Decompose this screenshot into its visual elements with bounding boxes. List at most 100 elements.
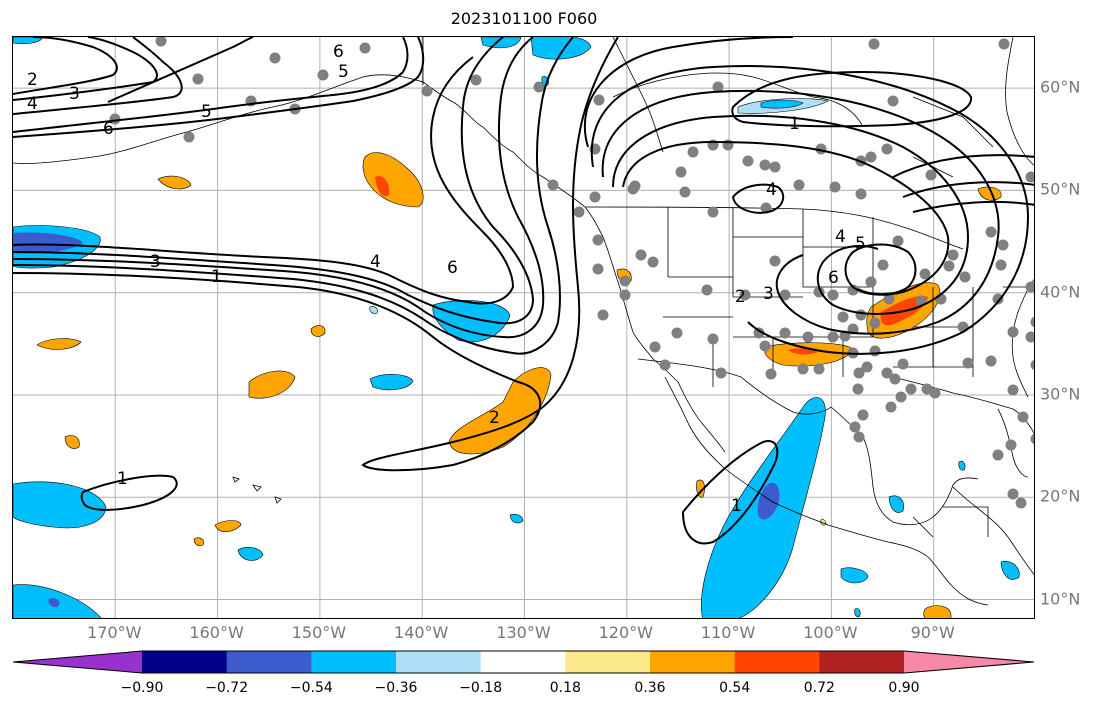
contour-label: 2 [489, 408, 500, 428]
station-marker [847, 284, 859, 296]
blue-area [369, 374, 414, 391]
contour-label: 2 [735, 287, 746, 307]
contour-line [13, 37, 535, 325]
colorbar-segment [311, 651, 397, 673]
contour-line [13, 37, 545, 339]
station-marker [869, 317, 881, 329]
station-marker [853, 367, 865, 379]
blue-area [480, 37, 522, 49]
border [612, 72, 864, 128]
station-marker [647, 256, 659, 268]
coastline [952, 486, 1034, 576]
latitude-tick-label: 50°N [1040, 179, 1081, 199]
station-marker [877, 259, 889, 271]
contour-label: 3 [150, 252, 161, 272]
station-marker [589, 191, 601, 203]
station-marker [857, 409, 869, 421]
coastline [677, 381, 726, 453]
station-marker [779, 289, 791, 301]
station-marker [619, 275, 631, 287]
colorbar-segment [819, 651, 905, 673]
station-marker [1025, 171, 1034, 183]
longitude-tick-label: 120°W [598, 623, 653, 642]
station-marker [943, 260, 955, 272]
station-marker [701, 284, 713, 296]
contour-line [622, 140, 950, 296]
station-marker [769, 161, 781, 173]
station-marker [962, 357, 974, 369]
colorbar-tick-label: 0.72 [803, 680, 835, 696]
contour-label: 6 [103, 119, 114, 139]
station-marker [192, 73, 204, 85]
orange-area [36, 338, 82, 350]
colorbar-tick-label: 0.18 [549, 680, 581, 696]
station-marker [881, 143, 893, 155]
station-marker [797, 363, 809, 375]
station-marker [592, 263, 604, 275]
station-marker [317, 69, 329, 81]
station-marker [1005, 439, 1017, 451]
contour-line [13, 37, 183, 115]
station-marker [753, 327, 765, 339]
blue-area [888, 495, 904, 513]
colorbar-extend-high [904, 651, 1034, 673]
colorbar-tick-label: 0.54 [719, 680, 751, 696]
contour-line [912, 200, 1034, 213]
border [637, 358, 832, 415]
station-marker [671, 327, 683, 339]
colorbar-extend-low [13, 651, 142, 673]
station-marker [992, 449, 1004, 461]
colorbar [12, 650, 1035, 674]
colorbar-tick-label: 0.90 [888, 680, 920, 696]
longitude-tick-label: 140°W [394, 623, 449, 642]
station-marker [827, 289, 839, 301]
latitude-tick-label: 10°N [1040, 589, 1081, 609]
station-marker [997, 239, 1009, 251]
colorbar-tick-label: −0.54 [289, 680, 333, 696]
map-panel: 2 3 4 5 6 6 5 3 1 4 6 2 1 1 1 4 4 5 6 2 … [12, 36, 1035, 619]
negative-shading [13, 37, 1020, 618]
station-marker [793, 179, 805, 191]
station-marker [635, 249, 647, 261]
blue-area [757, 482, 780, 520]
colorbar-segment [650, 651, 736, 673]
station-marker [760, 202, 772, 214]
coastline [892, 376, 1034, 435]
station-marker [852, 383, 864, 395]
station-marker [592, 234, 604, 246]
station-marker [992, 293, 1004, 305]
station-marker [827, 331, 839, 343]
border [584, 206, 964, 250]
longitude-tick-label: 110°W [700, 623, 756, 642]
station-marker [619, 289, 631, 301]
blue-area [237, 546, 264, 561]
orange-area [977, 186, 1002, 201]
station-marker [547, 179, 559, 191]
station-marker [802, 331, 814, 343]
contour-line [731, 183, 785, 214]
coastline [1005, 37, 1034, 166]
station-marker [855, 188, 867, 200]
station-marker [881, 367, 893, 379]
contour-label: 4 [766, 180, 777, 200]
station-marker [597, 309, 609, 321]
blue-area [530, 37, 592, 60]
contour-label: 1 [117, 469, 128, 489]
orange-area [362, 152, 424, 208]
station-marker [849, 421, 861, 433]
station-marker [679, 186, 691, 198]
station-marker [1030, 433, 1034, 445]
colorbar-segment [396, 651, 482, 673]
station-marker [837, 311, 849, 323]
station-marker [573, 206, 585, 218]
contour-line [13, 37, 118, 95]
orange-area [310, 325, 326, 337]
station-marker [1015, 497, 1027, 509]
longitude-tick-label: 90°W [910, 623, 955, 642]
station-marker [629, 180, 641, 192]
station-marker [659, 359, 671, 371]
station-marker [947, 249, 959, 261]
station-marker [1007, 384, 1019, 396]
longitude-tick-label: 150°W [291, 623, 347, 642]
contour-line [13, 37, 574, 355]
